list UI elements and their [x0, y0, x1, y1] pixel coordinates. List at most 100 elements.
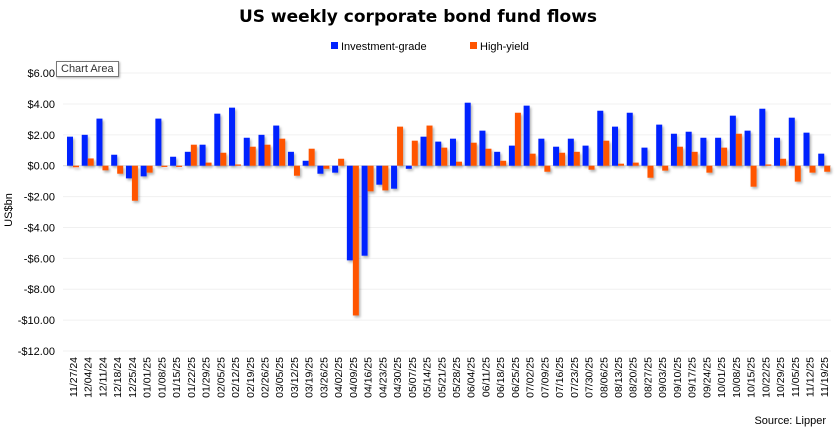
bar-investment-grade	[567, 138, 574, 166]
bar-high-yield	[647, 165, 654, 178]
bar-high-yield	[87, 158, 94, 166]
x-tick-label: 01/08/25	[156, 357, 168, 398]
bar-investment-grade	[111, 154, 118, 166]
x-tick-label: 10/01/25	[716, 357, 728, 398]
bar-investment-grade	[140, 165, 147, 177]
bar-high-yield	[323, 165, 330, 169]
bar-high-yield	[706, 165, 713, 173]
bar-high-yield	[632, 162, 639, 166]
legend-swatch-investment-grade	[331, 42, 338, 49]
bar-investment-grade	[346, 165, 353, 261]
x-tick-label: 11/19/25	[819, 357, 831, 397]
bar-investment-grade	[685, 131, 692, 166]
bar-high-yield	[573, 151, 580, 166]
bar-high-yield	[249, 146, 256, 166]
bar-investment-grade	[788, 117, 795, 166]
x-tick-label: 07/09/25	[539, 357, 551, 398]
bar-investment-grade	[464, 102, 471, 166]
x-tick-label: 07/30/25	[584, 357, 596, 398]
bar-high-yield	[397, 126, 404, 166]
bar-investment-grade	[287, 151, 294, 166]
bar-investment-grade	[729, 115, 736, 166]
x-tick-label: 08/13/25	[613, 357, 625, 398]
y-tick-label: -$10.00	[18, 315, 55, 327]
y-tick-label: $4.00	[27, 99, 55, 111]
bar-high-yield	[279, 138, 286, 166]
bar-high-yield	[264, 144, 271, 166]
bar-high-yield	[131, 165, 138, 201]
legend: Investment-grade High-yield	[331, 41, 529, 53]
bar-investment-grade	[494, 151, 501, 166]
bar-investment-grade	[538, 138, 545, 166]
x-tick-label: 08/06/25	[598, 357, 610, 398]
x-tick-label: 04/30/25	[392, 357, 404, 398]
x-tick-label: 04/02/25	[333, 357, 345, 398]
chart-area-tooltip: Chart Area	[56, 61, 119, 77]
bar-high-yield	[352, 165, 359, 316]
x-tick-label: 01/29/25	[201, 357, 213, 398]
x-tick-label: 07/23/25	[569, 357, 581, 398]
x-tick-label: 05/14/25	[422, 357, 434, 398]
bar-high-yield	[426, 125, 433, 166]
x-tick-label: 09/24/25	[701, 357, 713, 398]
bar-investment-grade	[317, 165, 324, 174]
source-note: Source: Lipper	[754, 415, 826, 427]
bar-investment-grade	[656, 124, 663, 166]
bar-investment-grade	[67, 136, 73, 166]
x-tick-label: 05/28/25	[451, 357, 463, 398]
bar-investment-grade	[523, 105, 530, 166]
x-tick-label: 12/18/24	[112, 357, 124, 398]
y-tick-label: $0.00	[27, 161, 55, 173]
bar-investment-grade	[258, 134, 265, 166]
bar-high-yield	[544, 165, 551, 172]
x-tick-label: 04/23/25	[377, 357, 389, 398]
bar-investment-grade	[361, 165, 368, 256]
bar-high-yield	[308, 148, 315, 166]
x-tick-label: 10/22/25	[760, 357, 772, 398]
x-tick-label: 11/05/25	[790, 357, 802, 397]
bar-high-yield	[190, 144, 197, 166]
x-tick-label: 01/01/25	[142, 357, 154, 398]
bar-investment-grade	[96, 118, 103, 166]
x-tick-label: 12/04/24	[83, 357, 95, 398]
x-tick-label: 02/26/25	[259, 357, 271, 398]
bar-high-yield	[293, 165, 300, 176]
bar-high-yield	[338, 158, 345, 166]
x-tick-label: 09/03/25	[657, 357, 669, 398]
x-tick-label: 10/15/25	[746, 357, 758, 398]
x-tick-label: 08/27/25	[642, 357, 654, 398]
x-tick-label: 10/08/25	[731, 357, 743, 398]
legend-label-high-yield: High-yield	[480, 41, 529, 53]
bar-investment-grade	[582, 145, 589, 166]
x-tick-label: 01/15/25	[171, 357, 183, 398]
bar-investment-grade	[597, 110, 604, 166]
bar-investment-grade	[818, 153, 825, 166]
x-tick-label: 12/11/24	[97, 357, 109, 397]
bar-investment-grade	[273, 125, 280, 166]
bar-investment-grade	[405, 165, 412, 169]
bar-high-yield	[603, 140, 610, 166]
bar-investment-grade	[670, 133, 677, 166]
bar-high-yield	[765, 164, 772, 166]
x-tick-label: 09/17/25	[687, 357, 699, 398]
bar-high-yield	[235, 164, 242, 166]
bar-high-yield	[662, 165, 669, 171]
chart-title: US weekly corporate bond fund flows	[239, 7, 597, 27]
x-tick-label: 04/09/25	[348, 357, 360, 398]
bar-investment-grade	[435, 141, 442, 166]
bar-investment-grade	[391, 165, 398, 189]
y-tick-label: $2.00	[27, 130, 55, 142]
bar-investment-grade	[641, 147, 648, 166]
bar-investment-grade	[803, 132, 810, 166]
x-tick-label: 03/05/25	[274, 357, 286, 398]
bar-investment-grade	[81, 134, 88, 166]
bar-investment-grade	[155, 118, 162, 166]
x-tick-label: 11/12/25	[805, 357, 817, 397]
bar-investment-grade	[508, 145, 515, 166]
x-tick-label: 05/21/25	[436, 357, 448, 398]
bar-high-yield	[205, 162, 212, 166]
x-tick-label: 12/25/24	[127, 357, 139, 398]
bar-investment-grade	[744, 130, 751, 166]
x-tick-label: 09/10/25	[672, 357, 684, 398]
bar-high-yield	[161, 165, 168, 167]
